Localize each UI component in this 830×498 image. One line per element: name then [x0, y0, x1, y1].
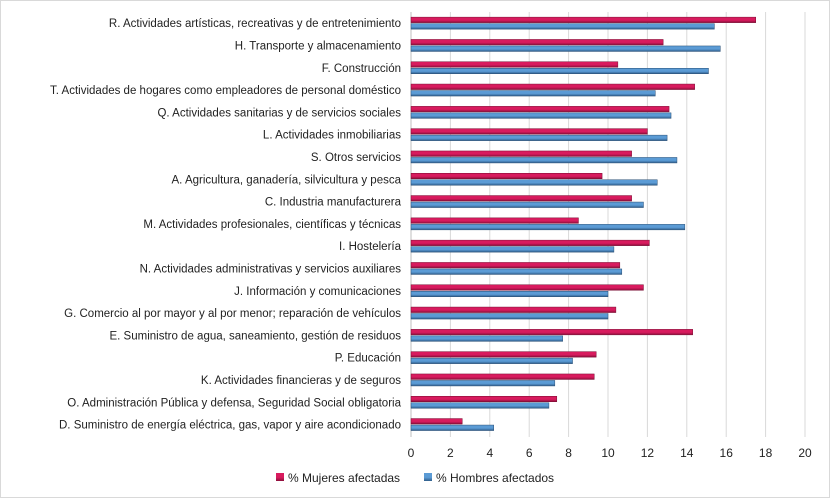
bar-hombres: [410, 68, 709, 74]
bar-hombres: [410, 201, 644, 208]
bar-mujeres: [410, 262, 621, 269]
category-label: N. Actividades administrativas y servici…: [140, 263, 402, 275]
bar-mujeres: [410, 217, 579, 224]
legend-swatch: [276, 473, 284, 481]
category-label: G. Comercio al por mayor y al por menor;…: [64, 308, 401, 320]
bar-hombres: [410, 357, 573, 364]
bar-hombres: [410, 335, 563, 342]
bar-mujeres: [410, 61, 619, 68]
bar-hombres: [410, 402, 550, 409]
bar-mujeres: [410, 150, 632, 157]
bar-hombres: [410, 45, 721, 52]
bar-mujeres: [410, 39, 664, 46]
legend-label: % Mujeres afectadas: [288, 471, 400, 485]
bar-mujeres: [410, 373, 595, 380]
bar-mujeres: [410, 83, 695, 90]
category-label: R. Actividades artísticas, recreativas y…: [109, 18, 401, 30]
x-tick-label: 4: [486, 446, 493, 460]
bar-mujeres: [410, 351, 597, 358]
x-tick-label: 2: [447, 446, 454, 460]
category-label: S. Otros servicios: [311, 152, 401, 164]
category-label: P. Educación: [335, 353, 401, 365]
bar-hombres: [410, 112, 672, 119]
bar-hombres: [410, 157, 678, 164]
x-tick-label: 10: [601, 446, 615, 460]
category-label: Q. Actividades sanitarias y de servicios…: [157, 107, 401, 119]
category-label: I. Hostelería: [339, 241, 402, 253]
bar-hombres: [410, 380, 556, 387]
bar-hombres: [410, 134, 668, 141]
category-label: O. Administración Pública y defensa, Seg…: [67, 397, 401, 409]
category-label: M. Actividades profesionales, científica…: [143, 219, 401, 231]
x-tick-label: 16: [720, 446, 734, 460]
category-label: L. Actividades inmobiliarias: [263, 130, 401, 142]
bar-mujeres: [410, 128, 648, 135]
category-label: K. Actividades financieras y de seguros: [201, 375, 401, 387]
bar-mujeres: [410, 306, 617, 313]
legend-swatch: [424, 473, 432, 481]
category-label: J. Información y comunicaciones: [234, 286, 401, 298]
bar-mujeres: [410, 329, 693, 336]
bar-mujeres: [410, 16, 756, 23]
bar-hombres: [410, 90, 656, 97]
bar-hombres: [410, 424, 494, 431]
bar-hombres: [410, 246, 615, 253]
category-label: T. Actividades de hogares como empleador…: [50, 85, 401, 97]
bar-mujeres: [410, 284, 644, 291]
x-tick-label: 12: [641, 446, 655, 460]
bar-hombres: [410, 179, 658, 186]
bar-mujeres: [410, 195, 632, 202]
bar-hombres: [410, 313, 609, 320]
category-label: F. Construcción: [322, 63, 401, 75]
bar-mujeres: [410, 239, 650, 246]
x-tick-label: 6: [526, 446, 533, 460]
legend-label: % Hombres afectados: [436, 471, 554, 485]
x-tick-label: 8: [565, 446, 572, 460]
bar-mujeres: [410, 106, 670, 113]
bar-hombres: [410, 23, 715, 30]
category-label: C. Industria manufacturera: [265, 197, 402, 209]
bar-hombres: [410, 268, 623, 275]
x-tick-label: 20: [798, 446, 812, 460]
category-label: H. Transporte y almacenamiento: [235, 40, 401, 52]
x-tick-label: 0: [408, 446, 415, 460]
x-tick-label: 14: [680, 446, 694, 460]
bar-hombres: [410, 224, 686, 231]
bar-hombres: [410, 291, 609, 297]
bar-mujeres: [410, 173, 603, 179]
bar-mujeres: [410, 418, 463, 425]
category-label: E. Suministro de agua, saneamiento, gest…: [109, 330, 401, 342]
category-label: D. Suministro de energía eléctrica, gas,…: [59, 420, 401, 432]
x-tick-label: 18: [759, 446, 773, 460]
bar-mujeres: [410, 396, 558, 402]
category-label: A. Agricultura, ganadería, silvicultura …: [172, 174, 402, 186]
